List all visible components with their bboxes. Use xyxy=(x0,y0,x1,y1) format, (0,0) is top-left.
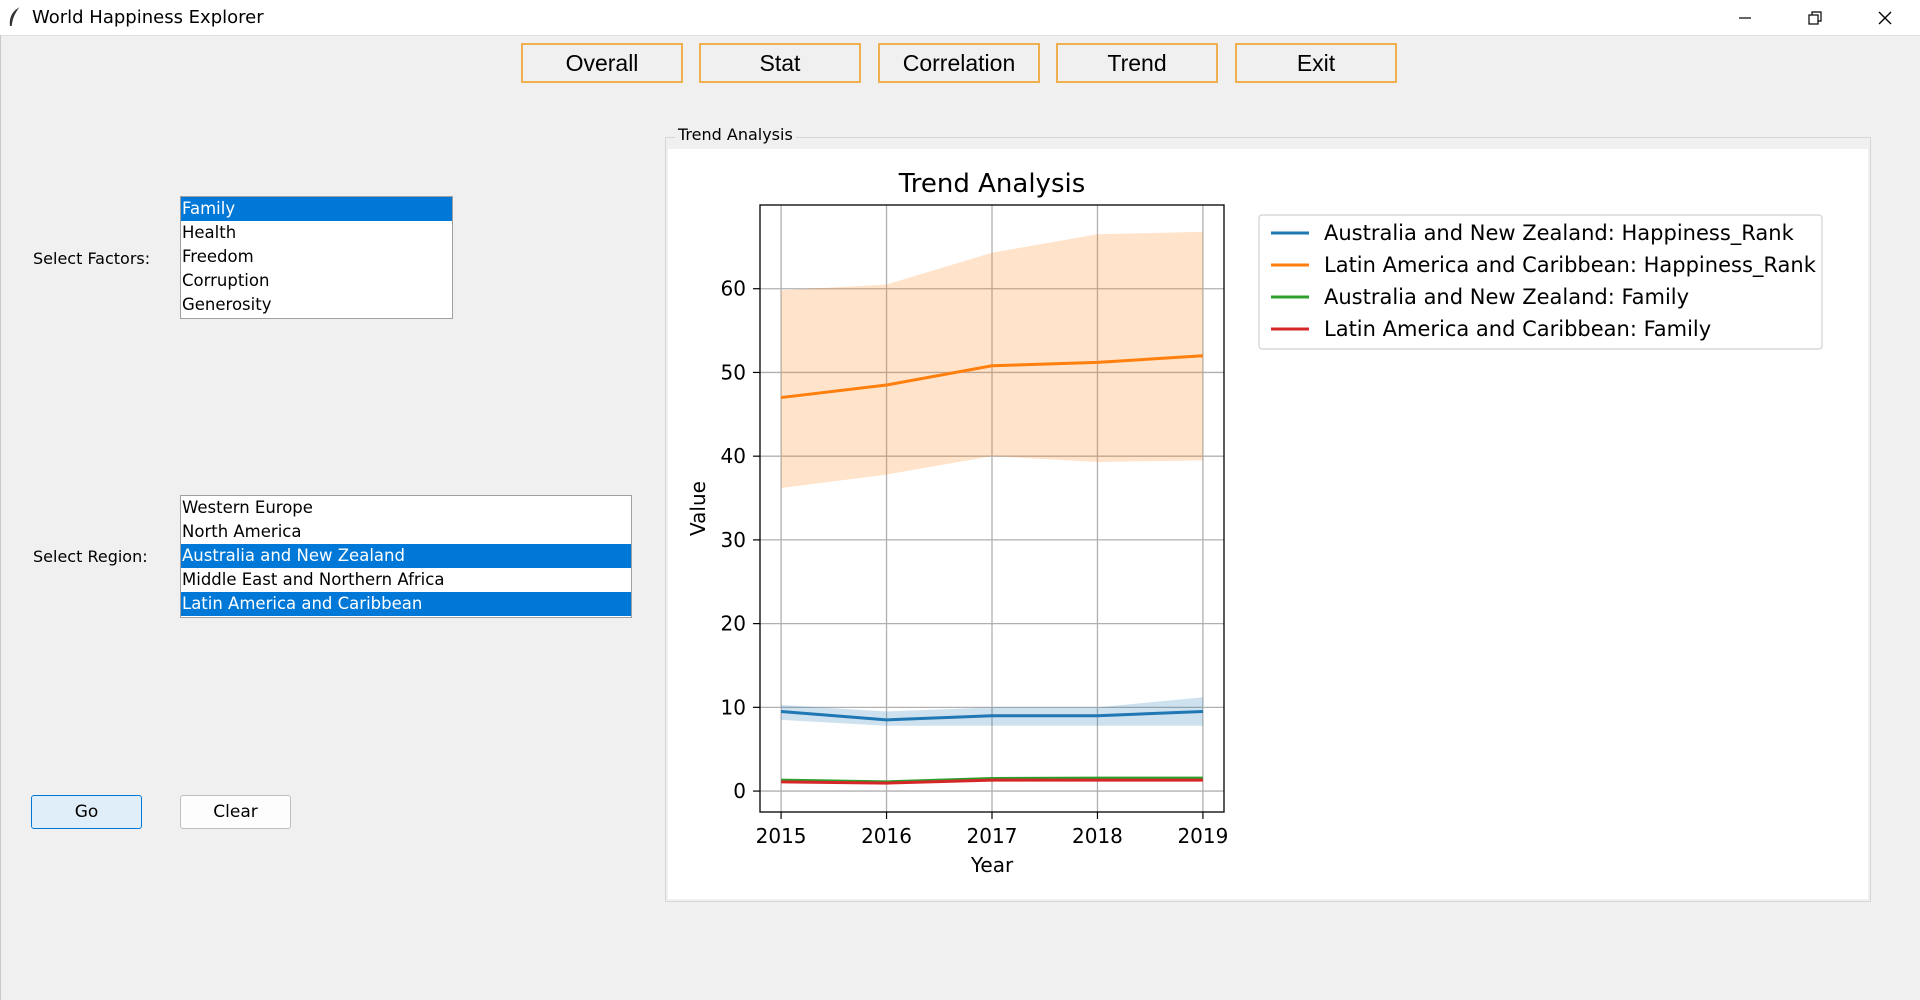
trend-button[interactable]: Trend xyxy=(1056,43,1218,83)
go-button[interactable]: Go xyxy=(31,795,142,829)
stat-button[interactable]: Stat xyxy=(699,43,861,83)
region-item-latin-america[interactable]: Latin America and Caribbean xyxy=(181,592,631,616)
close-icon xyxy=(1878,11,1892,24)
region-item-australia-nz[interactable]: Australia and New Zealand xyxy=(181,544,631,568)
factor-item-corruption[interactable]: Corruption xyxy=(182,271,270,290)
minimize-button[interactable] xyxy=(1710,0,1780,35)
restore-icon xyxy=(1808,10,1822,25)
overall-button[interactable]: Overall xyxy=(521,43,683,83)
region-item-mena[interactable]: Middle East and Northern Africa xyxy=(182,570,445,589)
region-item-north-america[interactable]: North America xyxy=(182,522,302,541)
trend-analysis-frame-label: Trend Analysis xyxy=(675,125,796,144)
trend-analysis-frame xyxy=(665,137,1871,902)
window-border xyxy=(0,35,1,1000)
factor-item-freedom[interactable]: Freedom xyxy=(182,247,254,266)
plot-canvas xyxy=(668,149,1868,899)
title-bar: World Happiness Explorer xyxy=(0,0,1920,36)
minimize-icon xyxy=(1739,16,1751,19)
factor-item-family[interactable]: Family xyxy=(181,197,452,221)
factor-item-health[interactable]: Health xyxy=(182,223,237,242)
select-region-label: Select Region: xyxy=(33,547,148,566)
restore-button[interactable] xyxy=(1780,0,1850,35)
close-button[interactable] xyxy=(1850,0,1920,35)
factors-listbox[interactable]: Family Health Freedom Corruption Generos… xyxy=(180,196,453,319)
factor-item-generosity[interactable]: Generosity xyxy=(182,295,272,314)
select-factors-label: Select Factors: xyxy=(33,249,151,268)
region-listbox[interactable]: Western Europe North America Australia a… xyxy=(180,495,632,618)
exit-button[interactable]: Exit xyxy=(1235,43,1397,83)
clear-button[interactable]: Clear xyxy=(180,795,291,829)
window-title: World Happiness Explorer xyxy=(32,7,264,28)
region-item-western-europe[interactable]: Western Europe xyxy=(182,498,313,517)
feather-icon xyxy=(9,6,21,27)
correlation-button[interactable]: Correlation xyxy=(878,43,1040,83)
